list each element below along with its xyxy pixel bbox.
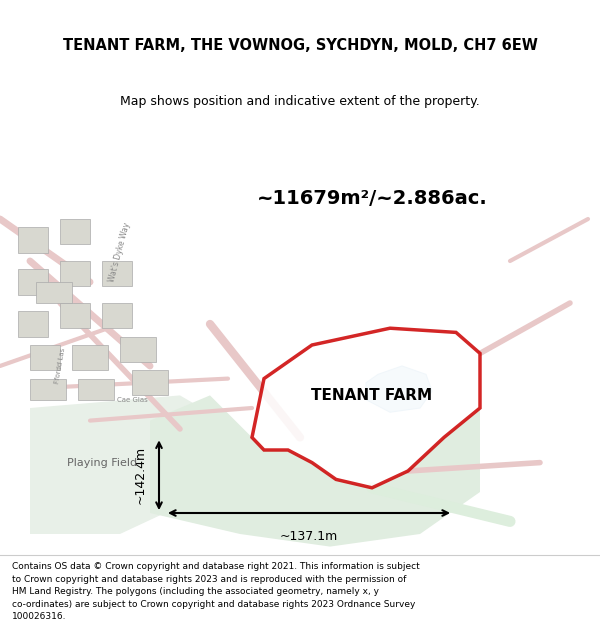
Polygon shape	[30, 345, 60, 370]
Polygon shape	[252, 328, 480, 488]
Text: TENANT FARM, THE VOWNOG, SYCHDYN, MOLD, CH7 6EW: TENANT FARM, THE VOWNOG, SYCHDYN, MOLD, …	[62, 38, 538, 53]
Polygon shape	[60, 261, 90, 286]
Polygon shape	[72, 345, 108, 370]
Text: Ffordd Las: Ffordd Las	[54, 348, 66, 384]
Text: 100026316.: 100026316.	[12, 612, 67, 621]
Text: TENANT FARM: TENANT FARM	[311, 388, 433, 403]
Text: Map shows position and indicative extent of the property.: Map shows position and indicative extent…	[120, 94, 480, 108]
Text: Wat's Dyke Way: Wat's Dyke Way	[108, 222, 132, 283]
Polygon shape	[120, 337, 156, 362]
Polygon shape	[78, 379, 114, 399]
Polygon shape	[18, 228, 48, 253]
Polygon shape	[60, 219, 90, 244]
Text: to Crown copyright and database rights 2023 and is reproduced with the permissio: to Crown copyright and database rights 2…	[12, 574, 406, 584]
Text: ~142.4m: ~142.4m	[134, 446, 147, 504]
Polygon shape	[18, 269, 48, 294]
Text: Contains OS data © Crown copyright and database right 2021. This information is : Contains OS data © Crown copyright and d…	[12, 562, 420, 571]
Polygon shape	[36, 282, 72, 303]
Polygon shape	[132, 370, 168, 396]
Polygon shape	[30, 379, 66, 399]
Polygon shape	[60, 303, 90, 328]
Text: Playing Field: Playing Field	[67, 458, 137, 468]
Polygon shape	[30, 396, 252, 534]
Polygon shape	[18, 311, 48, 337]
Polygon shape	[150, 396, 480, 547]
Text: ~137.1m: ~137.1m	[280, 530, 338, 542]
Polygon shape	[366, 366, 432, 413]
Text: HM Land Registry. The polygons (including the associated geometry, namely x, y: HM Land Registry. The polygons (includin…	[12, 588, 379, 596]
Text: Cae Glas: Cae Glas	[116, 397, 148, 402]
Text: ~11679m²/~2.886ac.: ~11679m²/~2.886ac.	[257, 189, 487, 208]
Polygon shape	[102, 261, 132, 286]
Polygon shape	[102, 303, 132, 328]
Text: co-ordinates) are subject to Crown copyright and database rights 2023 Ordnance S: co-ordinates) are subject to Crown copyr…	[12, 600, 415, 609]
